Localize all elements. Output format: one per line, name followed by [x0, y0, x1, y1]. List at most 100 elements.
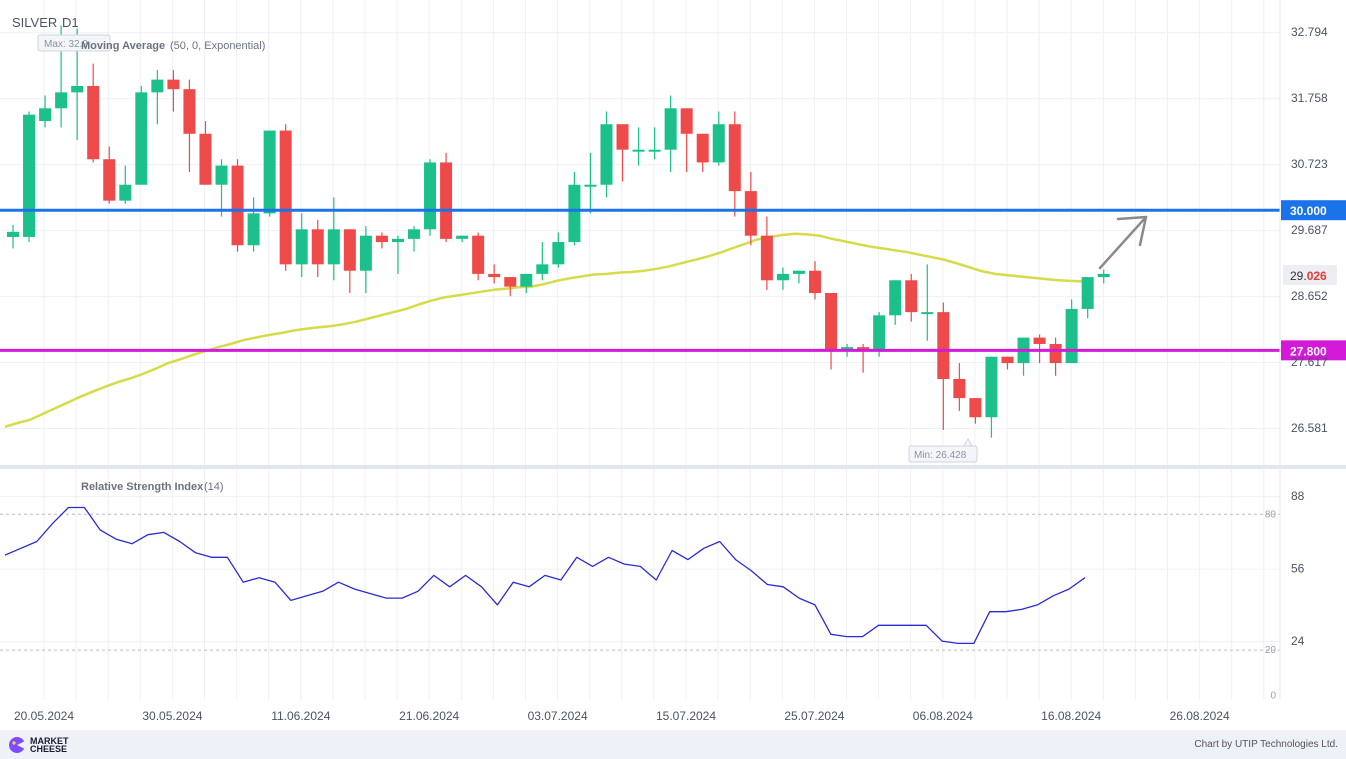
candle [167, 70, 180, 112]
candle [1049, 337, 1062, 376]
candle [905, 273, 918, 322]
candle [1097, 269, 1110, 284]
moving-average-line [4, 232, 1084, 428]
candle [857, 343, 870, 373]
candle [680, 108, 693, 172]
chart-area[interactable]: 30.000 27.800 20.05.2024 30.05.2024 11.06.2… [0, 0, 1346, 730]
axis-labels: 20.05.2024 30.05.2024 11.06.2024 21.06.2024… [14, 25, 1328, 723]
svg-text:29.026: 29.026 [1290, 269, 1327, 283]
market-cheese-logo[interactable]: MARKET CHEESE [8, 736, 90, 754]
x-tick-label: 26.08.2024 [1170, 709, 1230, 723]
logo-text: MARKET CHEESE [30, 736, 69, 754]
candle [921, 264, 934, 341]
candle [792, 270, 805, 284]
candle [263, 130, 276, 217]
candle [311, 219, 324, 278]
min-label: Min: 26.428 [914, 450, 967, 461]
candle [7, 224, 19, 249]
candle [199, 121, 212, 185]
candle [488, 264, 501, 284]
candle [135, 85, 148, 185]
candle [552, 232, 565, 268]
candle [1081, 277, 1094, 319]
symbol-title: SILVER [12, 15, 57, 30]
candle [616, 124, 629, 182]
candle [600, 111, 613, 198]
candle [1033, 334, 1046, 364]
candle [825, 293, 838, 370]
candle [985, 356, 998, 438]
candle [1065, 299, 1078, 364]
price-tick-label: 29.687 [1291, 223, 1328, 237]
x-tick-label: 11.06.2024 [271, 709, 330, 723]
candle [969, 398, 982, 424]
rsi-legend-params: (14) [204, 481, 224, 493]
ma-legend-name: Moving Average [81, 40, 165, 52]
candle [231, 159, 244, 252]
level-label: 27.800 [1290, 344, 1327, 358]
ma-polyline [4, 232, 1084, 428]
rsi-legend-name: Relative Strength Index [81, 481, 204, 493]
rsi-level-label: 20 [1265, 645, 1277, 656]
candle [295, 213, 308, 278]
candle [889, 280, 902, 325]
candle [584, 152, 597, 214]
forecast-arrow-icon [1098, 215, 1148, 270]
candle [359, 226, 372, 294]
candle [472, 232, 485, 281]
candle [504, 277, 517, 297]
candle [744, 171, 757, 246]
price-tick-label: 32.794 [1291, 25, 1328, 39]
x-tick-label: 20.05.2024 [14, 709, 74, 723]
timeframe-label: D1 [62, 15, 79, 30]
rsi-tick-label: 88 [1291, 489, 1305, 503]
x-tick-label: 06.08.2024 [913, 709, 973, 723]
candle [375, 232, 388, 249]
panel-separator[interactable] [0, 465, 1346, 469]
candle [712, 111, 725, 166]
x-tick-label: 21.06.2024 [399, 709, 459, 723]
candle [424, 159, 437, 236]
price-tick-label: 27.617 [1291, 355, 1328, 369]
price-tick-label: 30.723 [1291, 157, 1328, 171]
rsi-level-label: 80 [1265, 509, 1277, 520]
candle [568, 171, 581, 246]
max-marker: Max: 32.9 [37, 34, 111, 52]
candle [728, 111, 741, 217]
x-tick-label: 30.05.2024 [142, 709, 202, 723]
x-tick-label: 25.07.2024 [784, 709, 844, 723]
footer: MARKET CHEESE Chart by UTIP Technologies… [0, 730, 1346, 759]
candle [456, 235, 469, 243]
candle [696, 133, 709, 172]
candle [1001, 356, 1014, 370]
candle [809, 261, 821, 300]
candle [23, 111, 36, 243]
rsi-level-label: 0 [1270, 690, 1276, 701]
horizontal-levels[interactable]: 30.000 27.800 [0, 200, 1346, 361]
level-label: 30.000 [1290, 204, 1327, 218]
rsi-tick-label: 24 [1291, 634, 1305, 648]
price-tick-label: 31.758 [1291, 91, 1328, 105]
candle [632, 127, 645, 166]
candle [39, 95, 52, 128]
candles [7, 25, 1110, 438]
x-tick-label: 03.07.2024 [528, 709, 588, 723]
rsi-polyline [4, 506, 1086, 645]
candle [279, 124, 292, 271]
candle [119, 165, 132, 204]
x-tick-label: 15.07.2024 [656, 709, 716, 723]
candle [937, 302, 950, 430]
rsi-line [4, 506, 1086, 645]
candle [440, 152, 453, 243]
candle [343, 229, 356, 294]
current-price-label: 29.026 [1283, 265, 1337, 285]
rsi-tick-label: 56 [1291, 562, 1305, 576]
candle [183, 79, 196, 172]
candle [408, 226, 420, 252]
level-label-box [1281, 200, 1346, 221]
candle [520, 273, 533, 294]
candle [776, 267, 789, 290]
candle [536, 242, 549, 281]
chart-credit[interactable]: Chart by UTIP Technologies Ltd. [1194, 739, 1338, 750]
candle [391, 235, 404, 274]
